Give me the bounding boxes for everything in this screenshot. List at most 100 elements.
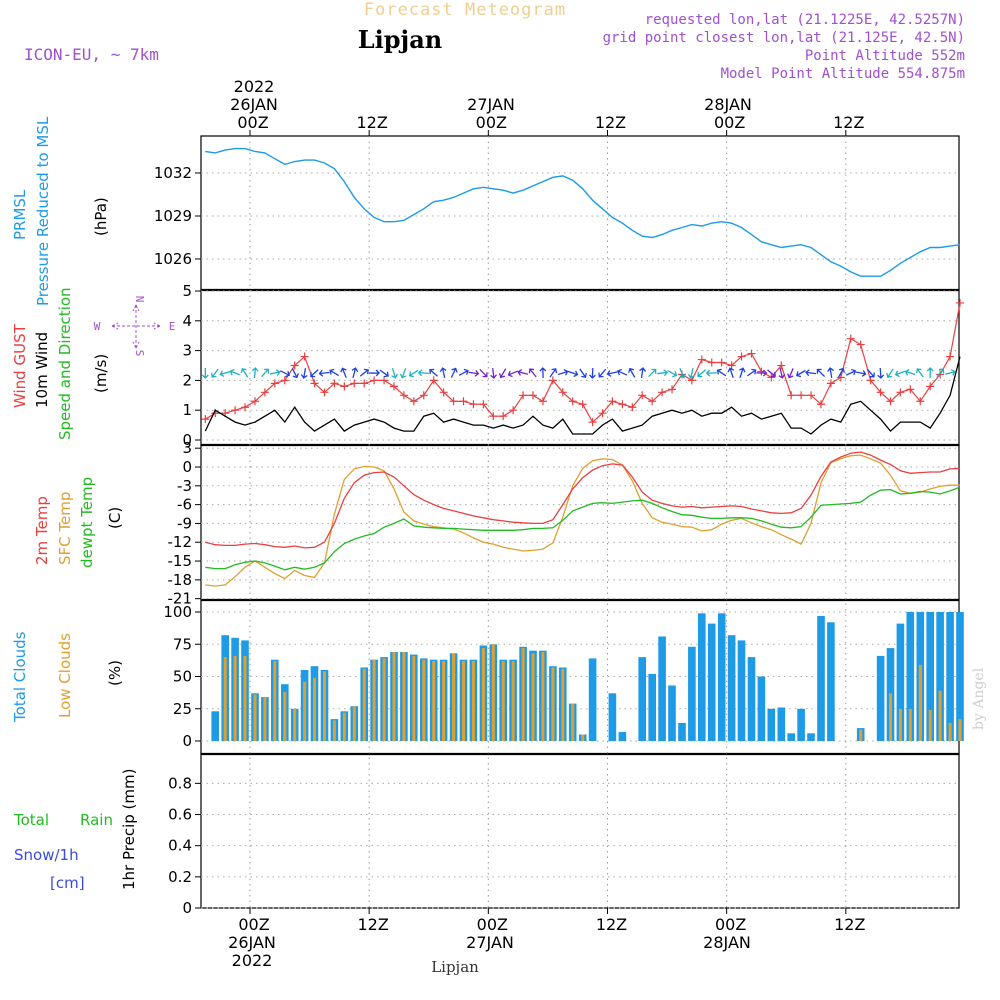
gust-marker xyxy=(529,391,538,400)
pressure-ytick-label: 1029 xyxy=(154,207,192,225)
wind-direction-arrow xyxy=(679,368,687,379)
total-cloud-bar xyxy=(588,658,597,741)
clouds-label-low: Low Clouds xyxy=(56,633,74,718)
precip-label-unit: 1hr Precip (mm) xyxy=(120,769,138,890)
top-year: 2022 xyxy=(234,77,275,96)
top-date-label: 27JAN xyxy=(467,95,515,114)
wind-direction-arrow xyxy=(468,369,480,377)
gust-marker xyxy=(320,388,329,397)
low-cloud-bar xyxy=(342,712,346,741)
low-cloud-bar xyxy=(948,722,952,741)
wind-direction-arrow xyxy=(450,367,458,378)
bottom-year: 2022 xyxy=(232,951,273,970)
temp-ytick-label: 0 xyxy=(182,458,192,476)
wind-ytick-label: 2 xyxy=(182,371,192,389)
total-cloud-bar xyxy=(896,623,905,741)
gust-marker xyxy=(469,400,478,409)
precip-ytick-label: 0.8 xyxy=(168,774,192,792)
clouds-label-unit: (%) xyxy=(106,660,124,686)
wind-direction-arrow xyxy=(269,369,281,376)
low-cloud-bar xyxy=(571,703,575,741)
low-cloud-bar xyxy=(372,659,376,741)
wind-direction-arrow xyxy=(549,368,558,378)
clouds-ytick-label: 0 xyxy=(182,732,192,750)
total-cloud-bar xyxy=(737,640,746,741)
low-cloud-bar xyxy=(283,692,287,741)
low-cloud-bar xyxy=(452,653,456,741)
gust-marker xyxy=(638,391,647,400)
wind-direction-arrow xyxy=(727,367,735,378)
watermark: by Angel xyxy=(971,667,987,730)
wind-direction-arrow xyxy=(936,368,945,378)
gust-marker xyxy=(856,340,865,349)
total-cloud-bar xyxy=(926,612,934,741)
gust-marker xyxy=(737,352,746,361)
wind-direction-arrow xyxy=(589,367,596,379)
top-time-label: 12Z xyxy=(833,113,864,132)
wind-direction-arrow xyxy=(507,370,519,378)
low-cloud-bar xyxy=(541,652,545,741)
low-cloud-bar xyxy=(551,667,555,741)
location-title: Lipjan xyxy=(358,25,442,54)
temp-ytick-label: -3 xyxy=(177,477,192,495)
gust-marker xyxy=(330,379,339,388)
wind-direction-arrow xyxy=(340,367,347,378)
gust-marker xyxy=(538,397,547,406)
gust-marker xyxy=(459,397,468,406)
wind-direction-arrow xyxy=(310,369,319,378)
wind-direction-arrow xyxy=(369,369,381,377)
gust-marker xyxy=(548,376,557,385)
gust-marker xyxy=(270,379,279,388)
gust-marker xyxy=(519,391,528,400)
gust-marker xyxy=(946,352,955,361)
low-cloud-bar xyxy=(243,655,247,741)
temp-label-2m: 2m Temp xyxy=(33,496,51,565)
low-cloud-bar xyxy=(501,661,505,741)
wind-direction-arrow xyxy=(408,369,419,378)
wind-label-unit: (m/s) xyxy=(92,354,110,393)
bottom-date-label: 27JAN xyxy=(466,933,514,952)
total-cloud-bar xyxy=(638,657,646,741)
wind-direction-arrow xyxy=(557,368,569,376)
total-cloud-bar xyxy=(817,615,825,741)
low-cloud-bar xyxy=(273,661,277,741)
total-cloud-bar xyxy=(648,673,656,741)
wind-direction-arrow xyxy=(697,369,707,378)
gust-marker xyxy=(241,403,250,412)
temp-label-dewpt: dewpt Temp xyxy=(78,477,96,568)
gust-marker xyxy=(370,376,379,385)
total-cloud-bar xyxy=(876,655,885,741)
wind-direction-arrow xyxy=(359,368,369,377)
closest-coords: grid point closest lon,lat (21.125E, 42.… xyxy=(603,30,965,46)
top-time-label: 00Z xyxy=(714,113,745,132)
wind-direction-arrow xyxy=(517,369,529,376)
wind-direction-arrow xyxy=(379,369,389,378)
low-cloud-bar xyxy=(402,652,406,741)
temp-ytick-label: -6 xyxy=(177,496,192,514)
wind-direction-arrow xyxy=(391,368,399,379)
data-layer xyxy=(111,147,964,742)
wind-direction-arrow xyxy=(567,370,579,378)
gust-marker xyxy=(955,298,964,307)
gust-marker xyxy=(578,400,587,409)
wind-direction-arrow xyxy=(229,368,241,376)
gust-marker xyxy=(399,391,408,400)
pressure-ytick-label: 1026 xyxy=(154,250,192,268)
sfc-temp-line xyxy=(205,454,960,587)
gust-marker xyxy=(926,382,935,391)
wind-direction-arrow xyxy=(528,368,537,378)
clouds-ytick-label: 25 xyxy=(173,700,192,718)
total-cloud-bar xyxy=(727,635,736,741)
total-cloud-bar xyxy=(827,622,835,741)
low-cloud-bar xyxy=(908,708,912,742)
total-cloud-bar xyxy=(777,707,786,741)
clouds-ytick-label: 75 xyxy=(173,635,192,653)
wind-direction-arrow xyxy=(351,367,359,378)
wind-direction-arrow xyxy=(705,369,717,377)
wind-speed-line xyxy=(204,356,961,435)
gust-marker xyxy=(816,400,825,409)
wind-direction-arrow xyxy=(866,368,875,378)
low-cloud-bar xyxy=(223,657,227,741)
prmsl-line xyxy=(205,147,961,277)
